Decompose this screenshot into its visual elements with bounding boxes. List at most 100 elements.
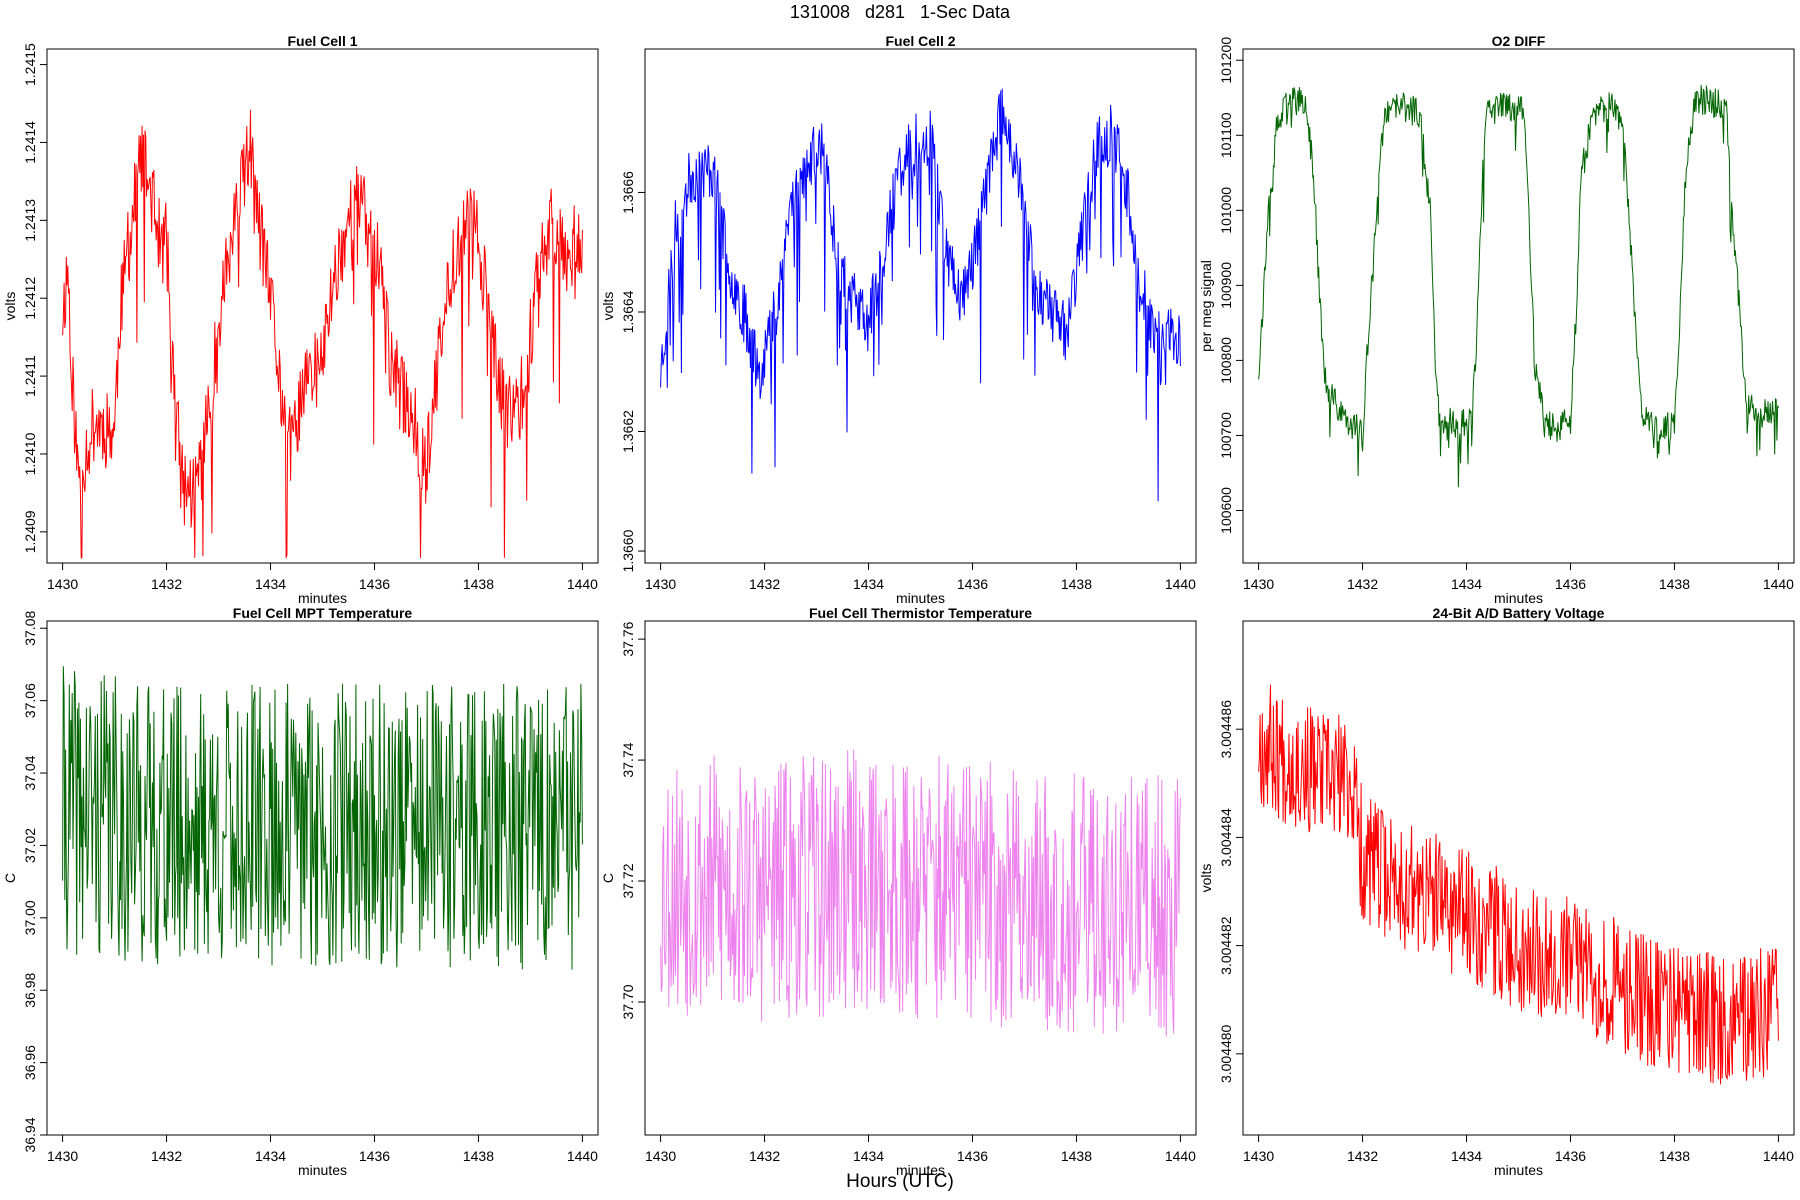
series-line-2-1 bbox=[660, 88, 1181, 502]
y-tick-label: 37.06 bbox=[22, 683, 38, 718]
y-tick-label: 100900 bbox=[1218, 262, 1234, 309]
x-tick-label: 1436 bbox=[957, 576, 988, 592]
x-tick-label: 1430 bbox=[1243, 1148, 1274, 1164]
chart-panel-2: 1430 1432 1434 1436 1438 1440 1.3660 1.3662 1.36… bbox=[600, 33, 1197, 606]
panel-title: 24-Bit A/D Battery Voltage bbox=[1433, 605, 1605, 621]
y-tick-label: 37.02 bbox=[22, 828, 38, 863]
series-line-1-1 bbox=[62, 109, 583, 559]
panel-title: O2 DIFF bbox=[1492, 33, 1546, 49]
chart-panel-5: 1430 1432 1434 1436 1438 1440 37.70 37.72 37.74 3… bbox=[600, 605, 1197, 1178]
x-tick-label: 1438 bbox=[1659, 576, 1690, 592]
x-tick-label: 1434 bbox=[1451, 576, 1482, 592]
y-axis-label: volts bbox=[1198, 864, 1214, 893]
global-x-axis-label: Hours (UTC) bbox=[846, 1171, 954, 1192]
x-tick-label: 1438 bbox=[463, 1148, 494, 1164]
y-tick-label: 1.3666 bbox=[620, 171, 636, 214]
x-tick-label: 1432 bbox=[151, 576, 182, 592]
x-tick-label: 1440 bbox=[567, 1148, 598, 1164]
x-tick-label: 1434 bbox=[1451, 1148, 1482, 1164]
x-tick-label: 1438 bbox=[1061, 576, 1092, 592]
y-tick-label: 37.72 bbox=[620, 863, 636, 898]
y-tick-label: 37.70 bbox=[620, 984, 636, 1019]
y-tick-label: 36.94 bbox=[22, 1117, 38, 1152]
x-tick-label: 1432 bbox=[1347, 1148, 1378, 1164]
y-tick-label: 1.3664 bbox=[620, 290, 636, 333]
y-tick-label: 3.004480 bbox=[1218, 1024, 1234, 1083]
plot-frame bbox=[644, 48, 1197, 564]
y-axis-label: C bbox=[600, 873, 616, 883]
x-tick-label: 1432 bbox=[749, 1148, 780, 1164]
y-tick-label: 1.2413 bbox=[22, 199, 38, 242]
x-axis-label: minutes bbox=[896, 590, 945, 606]
x-tick-label: 1440 bbox=[1763, 1148, 1794, 1164]
x-tick-label: 1434 bbox=[255, 576, 286, 592]
x-axis-label: minutes bbox=[1494, 590, 1543, 606]
chart-panel-3: 1430 1432 1434 1436 1438 1440 100600 100700 1008… bbox=[1198, 33, 1795, 606]
x-tick-label: 1436 bbox=[359, 576, 390, 592]
panel-title: Fuel Cell Thermistor Temperature bbox=[809, 605, 1032, 621]
y-tick-label: 37.04 bbox=[22, 755, 38, 790]
x-tick-label: 1434 bbox=[853, 1148, 884, 1164]
x-tick-label: 1434 bbox=[255, 1148, 286, 1164]
plot-frame bbox=[46, 620, 599, 1136]
x-tick-label: 1438 bbox=[1061, 1148, 1092, 1164]
y-tick-label: 3.004484 bbox=[1218, 808, 1234, 867]
panel-title: Fuel Cell 1 bbox=[287, 33, 357, 49]
x-tick-label: 1436 bbox=[1555, 1148, 1586, 1164]
y-tick-label: 37.00 bbox=[22, 900, 38, 935]
y-tick-label: 1.2410 bbox=[22, 432, 38, 475]
y-tick-label: 1.2415 bbox=[22, 43, 38, 86]
panel-title: Fuel Cell 2 bbox=[885, 33, 955, 49]
x-tick-label: 1440 bbox=[1763, 576, 1794, 592]
y-tick-label: 100600 bbox=[1218, 487, 1234, 534]
y-tick-label: 37.08 bbox=[22, 611, 38, 646]
y-tick-label: 101200 bbox=[1218, 37, 1234, 84]
x-tick-label: 1436 bbox=[957, 1148, 988, 1164]
y-tick-label: 37.74 bbox=[620, 742, 636, 777]
chart-panel-1: 1430 1432 1434 1436 1438 1440 1.2409 1.2410 1.24… bbox=[2, 33, 599, 606]
x-tick-label: 1440 bbox=[567, 576, 598, 592]
y-tick-label: 3.004486 bbox=[1218, 700, 1234, 759]
x-tick-label: 1430 bbox=[645, 576, 676, 592]
y-tick-label: 1.2411 bbox=[22, 355, 38, 397]
y-axis-label: volts bbox=[600, 292, 616, 321]
x-tick-label: 1436 bbox=[359, 1148, 390, 1164]
y-tick-label: 1.2409 bbox=[22, 510, 38, 553]
series-line-3-1 bbox=[1258, 84, 1779, 488]
y-tick-label: 1.2414 bbox=[22, 121, 38, 164]
y-tick-label: 36.98 bbox=[22, 972, 38, 1007]
x-tick-label: 1434 bbox=[853, 576, 884, 592]
y-axis-label: per meg signal bbox=[1198, 260, 1214, 352]
y-tick-label: 3.004482 bbox=[1218, 916, 1234, 975]
x-axis-label: minutes bbox=[298, 1162, 347, 1178]
x-tick-label: 1438 bbox=[463, 576, 494, 592]
y-tick-label: 101000 bbox=[1218, 187, 1234, 234]
plot-frame bbox=[1242, 48, 1795, 564]
x-axis-label: minutes bbox=[298, 590, 347, 606]
x-axis-label: minutes bbox=[1494, 1162, 1543, 1178]
x-tick-label: 1432 bbox=[749, 576, 780, 592]
plot-frame bbox=[1242, 620, 1795, 1136]
y-axis-label: C bbox=[2, 873, 18, 883]
x-tick-label: 1440 bbox=[1165, 576, 1196, 592]
plot-frame bbox=[644, 620, 1197, 1136]
series-line-5-1 bbox=[660, 749, 1181, 1037]
series-line-6-1 bbox=[1258, 684, 1779, 1085]
y-tick-label: 37.76 bbox=[620, 621, 636, 656]
y-tick-label: 1.3660 bbox=[620, 529, 636, 572]
x-tick-label: 1430 bbox=[47, 576, 78, 592]
panel-title: Fuel Cell MPT Temperature bbox=[233, 605, 413, 621]
x-tick-label: 1432 bbox=[1347, 576, 1378, 592]
x-tick-label: 1430 bbox=[47, 1148, 78, 1164]
y-tick-label: 101100 bbox=[1218, 112, 1234, 158]
chart-panel-6: 1430 1432 1434 1436 1438 1440 3.004480 3.004482… bbox=[1198, 605, 1795, 1178]
y-tick-label: 36.96 bbox=[22, 1045, 38, 1080]
y-axis-label: volts bbox=[2, 292, 18, 321]
y-tick-label: 1.3662 bbox=[620, 410, 636, 453]
y-tick-label: 100700 bbox=[1218, 412, 1234, 459]
x-tick-label: 1430 bbox=[1243, 576, 1274, 592]
x-tick-label: 1430 bbox=[645, 1148, 676, 1164]
x-tick-label: 1440 bbox=[1165, 1148, 1196, 1164]
x-tick-label: 1438 bbox=[1659, 1148, 1690, 1164]
